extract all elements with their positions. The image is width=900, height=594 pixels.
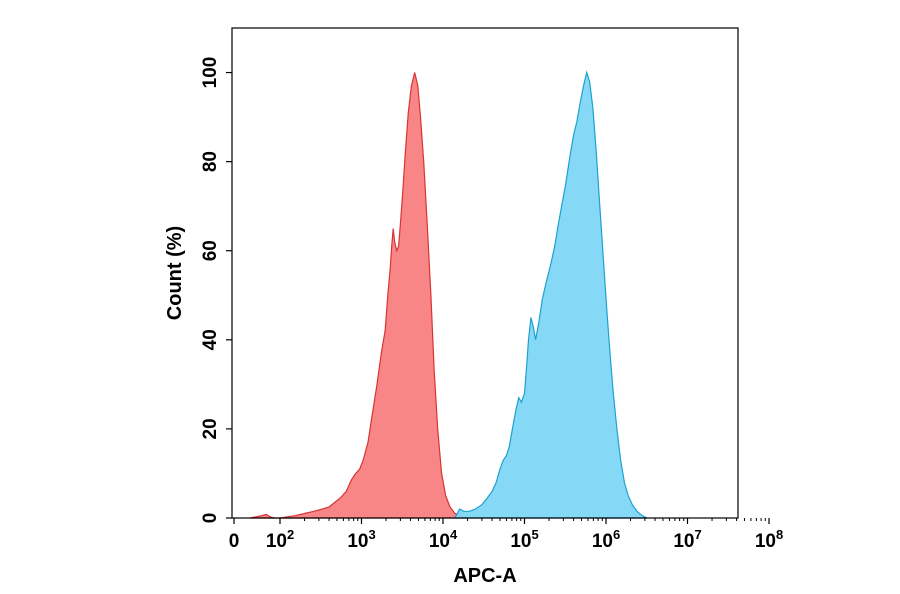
x-tick-label-base: 10 xyxy=(266,531,287,552)
x-tick-label-base: 10 xyxy=(673,531,694,552)
x-tick-label-base: 10 xyxy=(429,531,450,552)
y-tick-label: 100 xyxy=(200,57,221,89)
x-axis-label: APC-A xyxy=(453,565,516,587)
x-tick-label-exponent: 6 xyxy=(613,527,620,542)
x-tick-label-base: 10 xyxy=(755,531,776,552)
x-tick-label-base: 0 xyxy=(229,531,240,552)
x-tick-label-base: 10 xyxy=(347,531,368,552)
x-tick-label-exponent: 3 xyxy=(368,527,375,542)
x-tick-label: 103 xyxy=(347,527,375,552)
x-tick-label-exponent: 8 xyxy=(776,527,783,542)
x-tick-label: 0 xyxy=(229,531,240,552)
histogram-series-2 xyxy=(453,70,648,519)
x-tick-label-base: 10 xyxy=(592,531,613,552)
y-tick-label: 40 xyxy=(200,329,221,350)
plot-frame xyxy=(231,27,739,519)
y-tick-label: 80 xyxy=(200,151,221,172)
x-tick-label-exponent: 4 xyxy=(450,527,458,542)
y-axis-label: Count (%) xyxy=(164,226,186,320)
y-tick-label: 0 xyxy=(200,513,221,524)
y-tick-label: 60 xyxy=(200,240,221,261)
x-tick-label: 107 xyxy=(673,527,701,552)
x-tick-label: 108 xyxy=(755,527,783,552)
x-tick-label-exponent: 2 xyxy=(287,527,294,542)
x-tick-label: 106 xyxy=(592,527,620,552)
x-tick-label: 105 xyxy=(510,527,538,552)
x-tick-label-base: 10 xyxy=(510,531,531,552)
x-tick-label-exponent: 5 xyxy=(531,527,538,542)
y-tick-label: 20 xyxy=(200,418,221,439)
x-tick-label-exponent: 7 xyxy=(694,527,701,542)
x-tick-label: 102 xyxy=(266,527,294,552)
histogram-series-1 xyxy=(249,72,468,519)
series-layer xyxy=(249,70,648,519)
x-tick-label: 104 xyxy=(429,527,458,552)
